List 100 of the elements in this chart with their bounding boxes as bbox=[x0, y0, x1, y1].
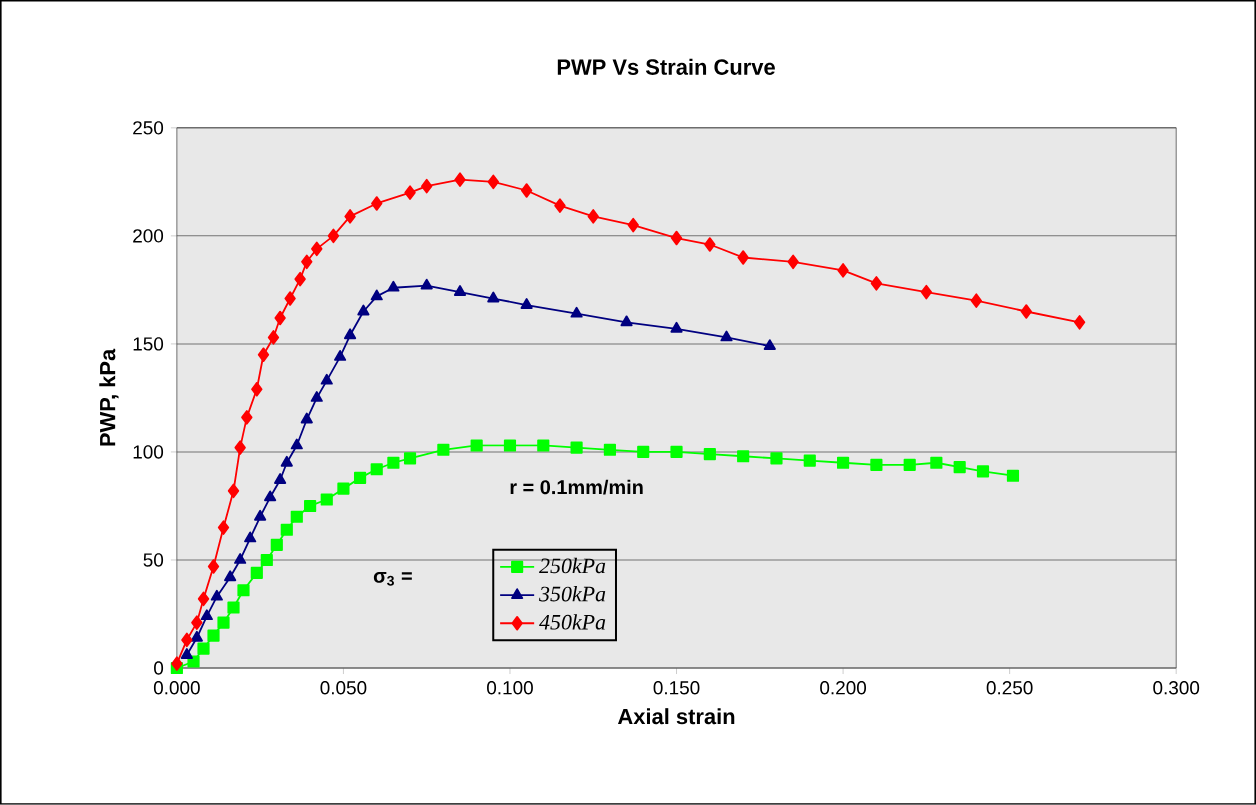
point bbox=[720, 330, 733, 342]
point bbox=[207, 629, 220, 642]
x-axis-title: Axial strain bbox=[617, 708, 735, 725]
point bbox=[270, 538, 283, 551]
y-tick-label: 250 bbox=[133, 121, 164, 135]
point bbox=[453, 285, 467, 296]
point bbox=[334, 350, 347, 361]
point bbox=[454, 172, 466, 188]
point bbox=[357, 304, 370, 316]
point bbox=[264, 490, 277, 502]
point bbox=[930, 456, 943, 469]
x-tick-label: 0.000 bbox=[153, 681, 200, 695]
point bbox=[227, 483, 240, 499]
point bbox=[837, 456, 850, 469]
point bbox=[404, 185, 416, 200]
legend-label: 450kPa bbox=[539, 614, 606, 630]
point bbox=[197, 591, 210, 607]
point bbox=[301, 254, 313, 270]
point bbox=[244, 531, 257, 543]
point bbox=[304, 499, 317, 513]
point bbox=[487, 174, 500, 190]
point bbox=[370, 463, 383, 476]
point bbox=[181, 632, 193, 648]
annotation: r = 0.1mm/min bbox=[510, 479, 643, 495]
point bbox=[587, 209, 599, 224]
x-tick-label: 0.300 bbox=[1153, 681, 1200, 695]
point bbox=[1020, 304, 1032, 319]
point bbox=[837, 263, 849, 278]
x-tick-label: 0.050 bbox=[320, 681, 367, 695]
point bbox=[470, 439, 483, 452]
point bbox=[421, 178, 433, 194]
point bbox=[371, 196, 383, 211]
point bbox=[344, 328, 357, 340]
point bbox=[344, 209, 356, 224]
point bbox=[254, 509, 267, 521]
point bbox=[387, 456, 400, 469]
point bbox=[537, 439, 550, 452]
y-tick-label: 0 bbox=[154, 661, 164, 675]
point bbox=[234, 553, 247, 564]
point bbox=[737, 450, 750, 463]
point bbox=[803, 454, 816, 467]
point bbox=[267, 330, 280, 345]
point bbox=[970, 293, 983, 309]
point bbox=[257, 347, 270, 363]
point bbox=[670, 321, 683, 333]
point bbox=[670, 230, 683, 246]
point bbox=[870, 458, 883, 472]
point bbox=[191, 615, 203, 630]
point bbox=[503, 439, 517, 452]
y-tick-label: 200 bbox=[133, 229, 164, 243]
point bbox=[337, 482, 350, 495]
point bbox=[217, 616, 230, 629]
chart-title: PWP Vs Strain Curve bbox=[557, 58, 775, 75]
legend-label: 250kPa bbox=[539, 557, 606, 574]
point bbox=[241, 410, 253, 425]
point bbox=[704, 237, 716, 252]
point bbox=[520, 183, 533, 198]
point bbox=[637, 445, 650, 459]
point bbox=[737, 250, 749, 265]
point bbox=[311, 241, 323, 257]
point bbox=[487, 291, 500, 303]
point bbox=[300, 412, 313, 424]
point bbox=[420, 278, 433, 290]
point bbox=[280, 455, 293, 467]
y-tick-label: 100 bbox=[133, 445, 164, 459]
point bbox=[570, 441, 583, 454]
point bbox=[903, 458, 916, 472]
point bbox=[320, 373, 333, 385]
point bbox=[207, 559, 220, 574]
point bbox=[251, 382, 263, 397]
point bbox=[171, 656, 183, 672]
point bbox=[260, 553, 273, 567]
point bbox=[976, 465, 990, 478]
point bbox=[210, 589, 223, 601]
point bbox=[603, 443, 616, 456]
legend-title: σ$_{3}$ = bbox=[373, 572, 412, 586]
point bbox=[180, 648, 193, 659]
point bbox=[294, 271, 306, 287]
point bbox=[870, 276, 883, 291]
point bbox=[274, 473, 287, 484]
point bbox=[370, 289, 383, 301]
point bbox=[953, 461, 966, 474]
x-tick-label: 0.100 bbox=[487, 681, 533, 695]
point bbox=[1073, 315, 1086, 330]
y-tick-label: 50 bbox=[143, 553, 164, 567]
point bbox=[1006, 469, 1020, 482]
point bbox=[670, 445, 683, 459]
x-tick-label: 0.250 bbox=[986, 681, 1033, 695]
point bbox=[190, 630, 203, 642]
point bbox=[770, 452, 783, 465]
point bbox=[437, 443, 450, 456]
point bbox=[224, 570, 237, 582]
point bbox=[290, 510, 303, 523]
y-axis-title: PWP, kPa bbox=[99, 348, 119, 446]
point bbox=[284, 291, 296, 306]
x-tick-label: 0.150 bbox=[653, 681, 700, 695]
point bbox=[290, 438, 303, 450]
point bbox=[200, 609, 213, 621]
point bbox=[387, 280, 400, 292]
point bbox=[520, 298, 533, 309]
